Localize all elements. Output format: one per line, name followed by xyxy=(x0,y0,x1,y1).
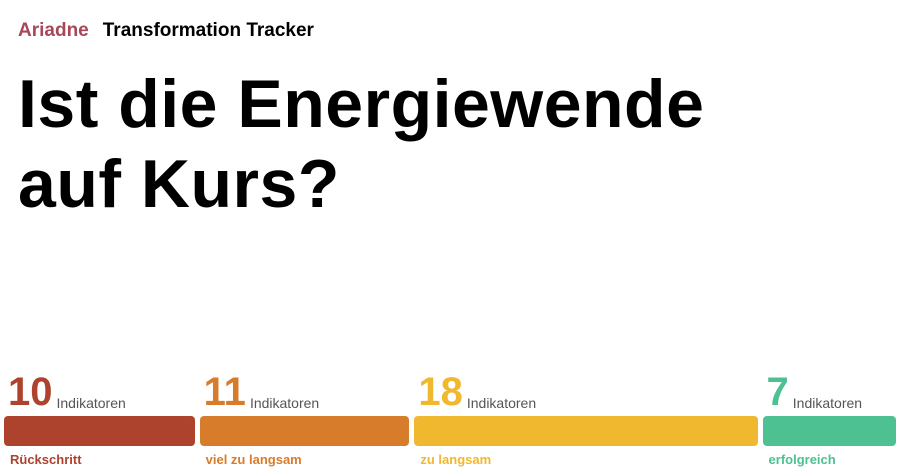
category-label: erfolgreich xyxy=(768,452,836,467)
bar xyxy=(414,416,758,446)
header: Ariadne Transformation Tracker xyxy=(18,20,314,42)
headline: Ist die Energiewende auf Kurs? xyxy=(18,64,704,224)
bar xyxy=(4,416,195,446)
unit-label: Indikatoren xyxy=(249,395,320,411)
unit-label: Indikatoren xyxy=(466,395,537,411)
count-label: 10 xyxy=(8,370,53,414)
bar xyxy=(762,416,896,446)
headline-line: auf Kurs? xyxy=(18,146,340,222)
category-label: viel zu langsam xyxy=(205,452,302,467)
status-bar-chart: 10 Indikatoren Rückschritt 11 Indikatoren vie… xyxy=(0,360,900,473)
count-label: 18 xyxy=(418,370,463,414)
segment: 18 Indikatoren zu langsam xyxy=(414,360,758,473)
unit-label: Indikatoren xyxy=(56,395,126,411)
segment: 7 Indikatoren erfolgreich xyxy=(762,360,896,473)
segment: 11 Indikatoren viel zu langsam xyxy=(199,360,410,473)
category-label: Rückschritt xyxy=(10,452,82,467)
brand[interactable]: Ariadne xyxy=(18,20,89,41)
count-label: 11 xyxy=(203,370,246,414)
count-label: 7 xyxy=(766,370,789,414)
bar xyxy=(199,416,410,446)
segment: 10 Indikatoren Rückschritt xyxy=(4,360,195,473)
category-label: zu langsam xyxy=(420,452,492,467)
unit-label: Indikatoren xyxy=(792,395,863,411)
headline-line: Ist die Energiewende xyxy=(18,66,705,142)
product-name: Transformation Tracker xyxy=(102,20,314,41)
